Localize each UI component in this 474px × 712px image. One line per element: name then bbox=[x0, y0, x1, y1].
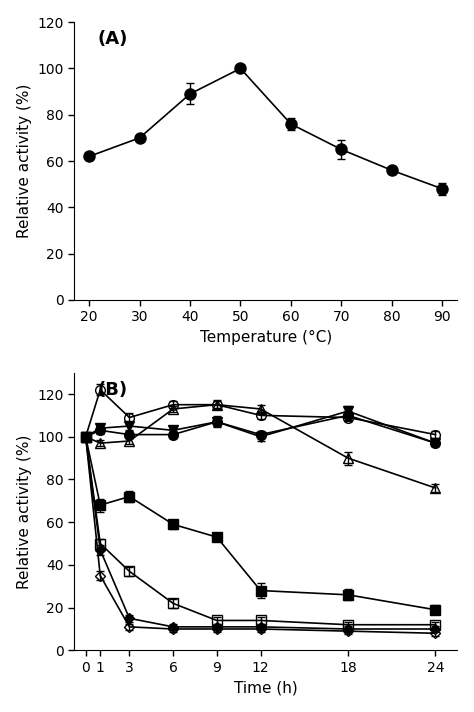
Y-axis label: Relative activity (%): Relative activity (%) bbox=[17, 84, 32, 239]
X-axis label: Temperature (°C): Temperature (°C) bbox=[200, 330, 332, 345]
X-axis label: Time (h): Time (h) bbox=[234, 681, 298, 696]
Text: (A): (A) bbox=[97, 31, 128, 48]
Text: (B): (B) bbox=[97, 381, 127, 399]
Y-axis label: Relative activity (%): Relative activity (%) bbox=[17, 434, 32, 589]
